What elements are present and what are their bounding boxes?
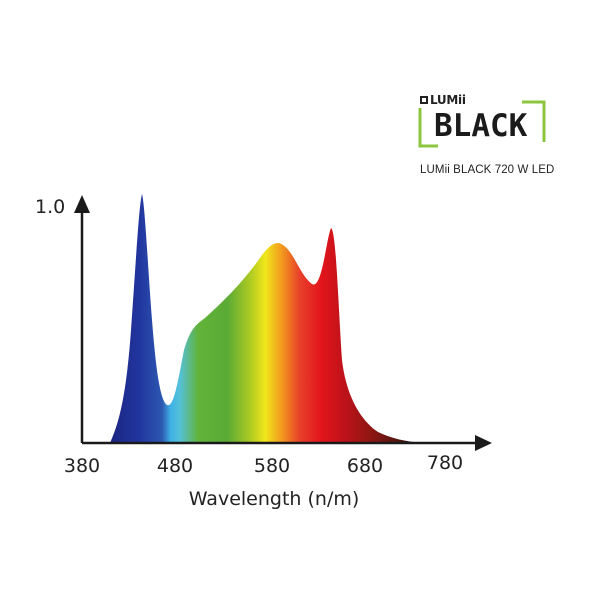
logo-frame-icon: [418, 100, 546, 148]
x-tick-580: 580: [253, 455, 291, 477]
spectrum-area: [110, 194, 425, 443]
x-axis-label: Wavelength (n/m): [188, 488, 360, 510]
x-tick-680: 680: [346, 455, 384, 477]
x-axis-arrow-icon: [475, 435, 492, 451]
y-axis-arrow-icon: [74, 195, 90, 213]
product-name: LUMii BLACK 720 W LED: [420, 164, 555, 176]
x-tick-480: 480: [156, 455, 194, 477]
brand-main: BLACK: [434, 108, 528, 144]
brand-small-text: LUMii: [430, 93, 466, 107]
brand-logo: LUMii BLACK: [414, 90, 554, 170]
x-tick-380: 380: [63, 455, 101, 477]
lumii-mark-icon: [420, 96, 428, 104]
y-tick-label: 1.0: [35, 196, 66, 218]
x-tick-780: 780: [426, 452, 464, 474]
brand-small: LUMii: [420, 93, 466, 107]
